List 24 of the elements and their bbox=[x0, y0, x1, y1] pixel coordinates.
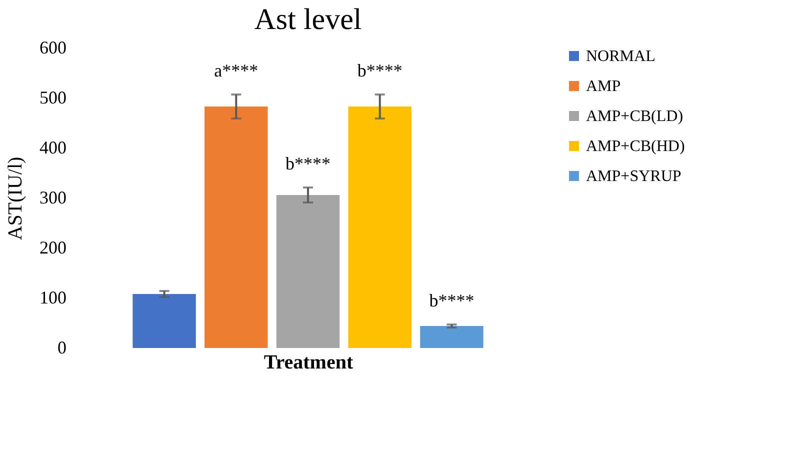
y-tick-label: 600 bbox=[40, 38, 66, 58]
data-label: b**** bbox=[357, 60, 402, 80]
data-label: b**** bbox=[286, 154, 330, 174]
y-axis-title: AST(IU/l) bbox=[4, 156, 26, 240]
y-tick-label: 100 bbox=[40, 288, 66, 308]
legend-label: AMP+CB(LD) bbox=[586, 108, 684, 125]
y-tick-label: 300 bbox=[40, 188, 66, 208]
bar bbox=[276, 195, 340, 348]
legend-label: NORMAL bbox=[586, 48, 656, 65]
legend-label: AMP+CB(HD) bbox=[586, 138, 685, 155]
bar bbox=[348, 106, 412, 348]
y-tick-label: 200 bbox=[40, 238, 66, 258]
y-tick-label: 0 bbox=[58, 338, 66, 358]
legend-label: AMP bbox=[586, 78, 621, 95]
y-tick-label: 400 bbox=[40, 138, 66, 158]
legend-label: AMP+SYRUP bbox=[586, 168, 682, 185]
data-label: b**** bbox=[429, 290, 474, 310]
bar bbox=[420, 326, 484, 348]
bar bbox=[132, 294, 196, 348]
bar bbox=[204, 106, 268, 348]
y-tick-label: 500 bbox=[40, 88, 66, 108]
chart-title: Ast level bbox=[254, 3, 362, 36]
x-axis-title: Treatment bbox=[264, 352, 354, 374]
data-label: a**** bbox=[214, 60, 258, 80]
